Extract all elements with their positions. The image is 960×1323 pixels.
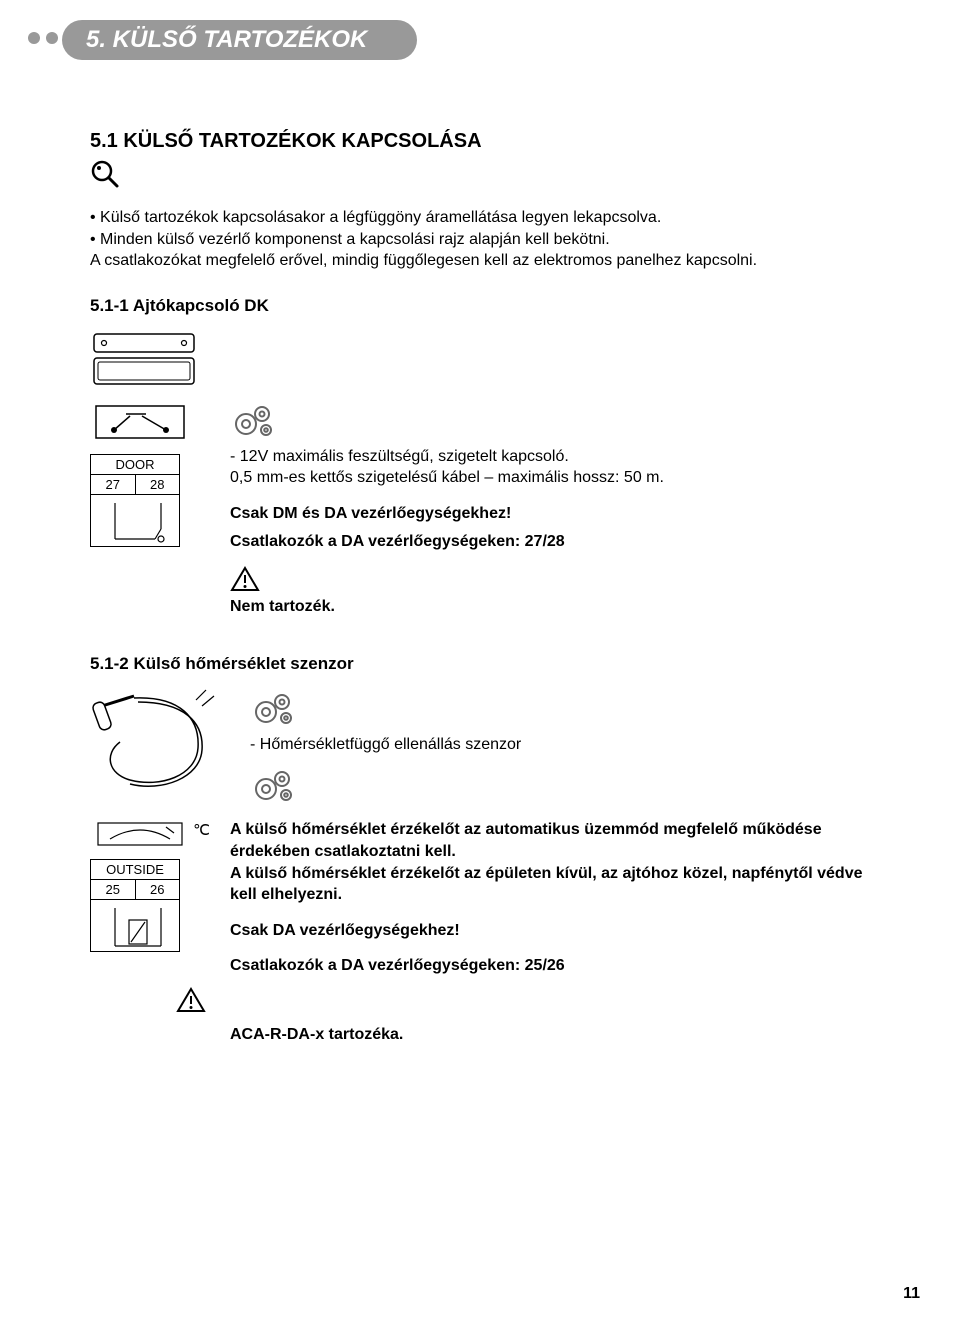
header-dots bbox=[28, 32, 58, 44]
outside-pin-b: 26 bbox=[136, 880, 180, 899]
intro-line-1: • Külső tartozékok kapcsolásakor a légfü… bbox=[90, 207, 880, 229]
door-warn: Nem tartozék. bbox=[230, 596, 880, 618]
section-5-1-title: 5.1 KÜLSŐ TARTOZÉKOK KAPCSOLÁSA bbox=[90, 130, 880, 153]
outside-terminal-diagram: ℃ OUTSIDE 25 26 bbox=[90, 819, 200, 952]
door-note-2: Csatlakozók a DA vezérlőegységeken: 27/2… bbox=[230, 531, 880, 553]
door-switch-illustration bbox=[90, 330, 210, 390]
gear-icon bbox=[250, 765, 880, 805]
celsius-icon: ℃ bbox=[193, 821, 210, 839]
door-terminal-diagram: DOOR 27 28 bbox=[90, 400, 200, 547]
temp-p1: A külső hőmérséklet érzékelőt az automat… bbox=[230, 819, 880, 862]
door-pin-b: 28 bbox=[136, 475, 180, 494]
temp-sensor-illustration bbox=[90, 688, 220, 798]
page-number: 11 bbox=[903, 1285, 920, 1303]
temp-note-2: Csatlakozók a DA vezérlőegységeken: 25/2… bbox=[230, 955, 880, 977]
outside-pin-a: 25 bbox=[91, 880, 136, 899]
intro-line-3: A csatlakozókat megfelelő erővel, mindig… bbox=[90, 250, 880, 272]
chapter-title: 5. KÜLSŐ TARTOZÉKOK bbox=[62, 20, 417, 60]
section-5-1-2-title: 5.1-2 Külső hőmérséklet szenzor bbox=[90, 654, 880, 674]
section-5-1-intro: • Külső tartozékok kapcsolásakor a légfü… bbox=[90, 207, 880, 272]
door-terminal-label: DOOR bbox=[91, 455, 179, 475]
temp-note-1: Csak DA vezérlőegységekhez! bbox=[230, 920, 880, 942]
chapter-header: 5. KÜLSŐ TARTOZÉKOK bbox=[0, 20, 960, 60]
door-spec-2: 0,5 mm-es kettős szigetelésű kábel – max… bbox=[230, 467, 880, 489]
door-pin-a: 27 bbox=[91, 475, 136, 494]
temp-spec-1: - Hőmérsékletfüggő ellenállás szenzor bbox=[250, 734, 880, 756]
section-5-1-1-title: 5.1-1 Ajtókapcsoló DK bbox=[90, 296, 880, 316]
warning-icon bbox=[230, 566, 260, 592]
magnifier-icon bbox=[90, 159, 880, 189]
warning-icon bbox=[176, 987, 206, 1013]
gear-icon bbox=[230, 400, 880, 440]
door-note-1: Csak DM és DA vezérlőegységekhez! bbox=[230, 503, 880, 525]
temp-p2: A külső hőmérséklet érzékelőt az épülete… bbox=[230, 863, 880, 906]
gear-icon bbox=[250, 688, 880, 728]
outside-terminal-label: OUTSIDE bbox=[91, 860, 179, 880]
door-spec-1: - 12V maximális feszültségű, szigetelt k… bbox=[230, 446, 880, 468]
intro-line-2: • Minden külső vezérlő komponenst a kapc… bbox=[90, 229, 880, 251]
temp-note-3: ACA-R-DA-x tartozéka. bbox=[230, 1024, 880, 1046]
